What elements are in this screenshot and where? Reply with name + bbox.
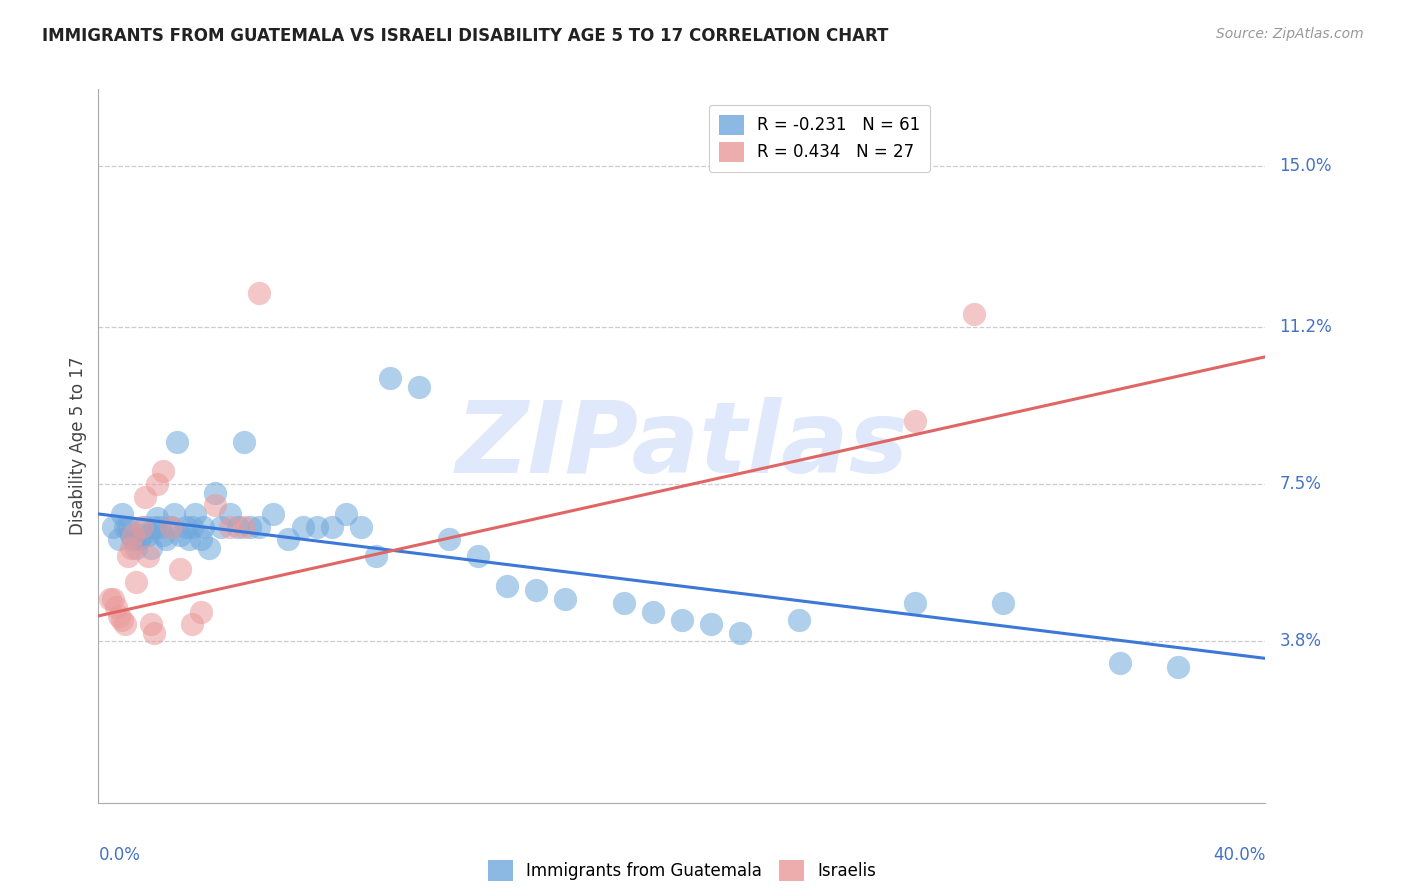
Text: 3.8%: 3.8% — [1279, 632, 1322, 650]
Point — [190, 533, 212, 547]
Point — [228, 519, 250, 533]
Point — [467, 549, 489, 564]
Point — [169, 562, 191, 576]
Point — [128, 533, 150, 547]
Point — [307, 519, 329, 533]
Point — [160, 519, 183, 533]
Point — [152, 528, 174, 542]
Point — [233, 434, 256, 449]
Point — [104, 600, 127, 615]
Point — [671, 613, 693, 627]
Point — [350, 519, 373, 533]
Text: Source: ZipAtlas.com: Source: ZipAtlas.com — [1216, 27, 1364, 41]
Point — [136, 549, 159, 564]
Point — [131, 519, 153, 533]
Point — [378, 371, 402, 385]
Point — [277, 533, 299, 547]
Y-axis label: Disability Age 5 to 17: Disability Age 5 to 17 — [69, 357, 87, 535]
Point — [239, 519, 262, 533]
Legend: Immigrants from Guatemala, Israelis: Immigrants from Guatemala, Israelis — [481, 854, 883, 888]
Point — [204, 485, 226, 500]
Point — [962, 307, 984, 321]
Text: 7.5%: 7.5% — [1279, 475, 1322, 493]
Point — [554, 591, 576, 606]
Point — [180, 519, 202, 533]
Point — [233, 519, 256, 533]
Point — [111, 507, 134, 521]
Point — [408, 379, 430, 393]
Point — [111, 613, 134, 627]
Point — [117, 549, 139, 564]
Point — [204, 499, 226, 513]
Point — [183, 507, 205, 521]
Point — [1108, 656, 1130, 670]
Point — [321, 519, 343, 533]
Point — [169, 528, 191, 542]
Point — [163, 507, 186, 521]
Point — [101, 519, 124, 533]
Point — [108, 608, 131, 623]
Point — [174, 519, 197, 533]
Point — [146, 511, 169, 525]
Point — [120, 541, 142, 555]
Point — [131, 528, 153, 542]
Point — [247, 519, 270, 533]
Point — [641, 605, 664, 619]
Point — [291, 519, 314, 533]
Point — [152, 465, 174, 479]
Point — [139, 541, 162, 555]
Point — [364, 549, 387, 564]
Point — [209, 519, 232, 533]
Point — [335, 507, 357, 521]
Point — [120, 528, 142, 542]
Point — [787, 613, 810, 627]
Text: ZIPatlas: ZIPatlas — [456, 398, 908, 494]
Text: IMMIGRANTS FROM GUATEMALA VS ISRAELI DISABILITY AGE 5 TO 17 CORRELATION CHART: IMMIGRANTS FROM GUATEMALA VS ISRAELI DIS… — [42, 27, 889, 45]
Point — [136, 528, 159, 542]
Point — [114, 617, 136, 632]
Text: 0.0%: 0.0% — [98, 846, 141, 863]
Point — [495, 579, 517, 593]
Point — [177, 533, 200, 547]
Point — [117, 519, 139, 533]
Point — [125, 574, 148, 589]
Point — [180, 617, 202, 632]
Point — [700, 617, 723, 632]
Point — [134, 519, 156, 533]
Text: 40.0%: 40.0% — [1213, 846, 1265, 863]
Point — [122, 533, 145, 547]
Point — [98, 591, 121, 606]
Point — [155, 533, 177, 547]
Point — [108, 533, 131, 547]
Point — [437, 533, 460, 547]
Point — [101, 591, 124, 606]
Point — [218, 519, 240, 533]
Point — [149, 519, 172, 533]
Point — [114, 519, 136, 533]
Text: 11.2%: 11.2% — [1279, 318, 1333, 336]
Point — [166, 434, 188, 449]
Point — [160, 519, 183, 533]
Point — [218, 507, 240, 521]
Point — [142, 626, 165, 640]
Point — [262, 507, 284, 521]
Point — [728, 626, 751, 640]
Text: 15.0%: 15.0% — [1279, 157, 1331, 175]
Point — [190, 605, 212, 619]
Point — [904, 413, 927, 427]
Point — [125, 541, 148, 555]
Point — [524, 583, 547, 598]
Point — [134, 490, 156, 504]
Point — [904, 596, 927, 610]
Point — [1167, 660, 1189, 674]
Point — [612, 596, 634, 610]
Point — [146, 477, 169, 491]
Point — [139, 617, 162, 632]
Point — [122, 528, 145, 542]
Point — [142, 519, 165, 533]
Point — [991, 596, 1014, 610]
Point — [193, 519, 215, 533]
Point — [198, 541, 221, 555]
Point — [247, 286, 270, 301]
